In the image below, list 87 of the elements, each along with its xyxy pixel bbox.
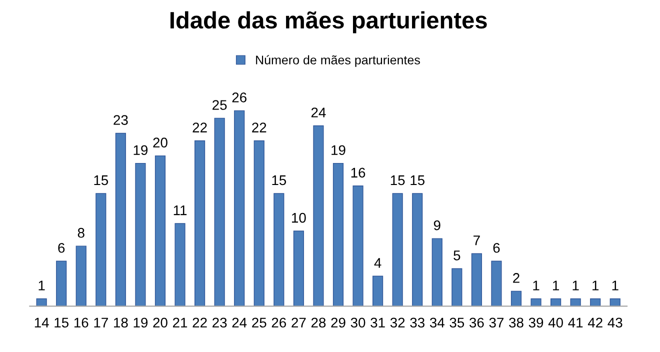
data-label: 20 (153, 138, 168, 148)
data-label: 15 (94, 175, 108, 186)
x-tick-label: 39 (528, 318, 544, 328)
x-tick-label: 15 (54, 318, 68, 328)
data-label: 1 (612, 280, 618, 290)
bar (313, 125, 324, 306)
bar (412, 193, 423, 306)
x-tick-label: 36 (469, 318, 484, 328)
x-tick-label: 42 (588, 318, 602, 328)
data-label: 4 (374, 258, 382, 268)
data-label: 9 (434, 220, 440, 230)
data-label: 15 (410, 175, 424, 186)
data-label: 22 (192, 122, 207, 132)
bar (372, 276, 384, 306)
bar (154, 155, 166, 306)
x-tick-label: 32 (390, 318, 405, 328)
chart-title: Idade das mães parturientes (170, 11, 487, 34)
x-tick-label: 21 (172, 318, 188, 328)
data-label: 1 (38, 280, 45, 290)
data-label: 26 (232, 92, 246, 102)
legend-label: Número de mães parturientes (256, 55, 420, 67)
data-label: 6 (58, 242, 65, 253)
bar (452, 268, 462, 306)
x-tick-label: 31 (370, 318, 385, 328)
x-tick-label: 34 (430, 318, 444, 328)
data-label: 19 (332, 145, 346, 156)
x-tick-label: 37 (489, 318, 504, 328)
bar (254, 140, 264, 306)
data-label: 1 (533, 280, 540, 290)
data-label: 5 (454, 250, 460, 260)
bar (214, 118, 225, 306)
x-tick-label: 28 (311, 318, 326, 328)
x-tick-label: 26 (272, 318, 286, 328)
x-tick-label: 22 (192, 318, 207, 328)
data-label: 8 (78, 228, 84, 238)
bar (135, 162, 146, 306)
bar (293, 230, 304, 306)
bar (234, 110, 245, 306)
bar (471, 253, 482, 306)
bar (530, 298, 542, 306)
data-label: 23 (114, 115, 128, 125)
bar (392, 193, 403, 306)
x-tick-label: 16 (74, 318, 88, 328)
x-tick-label: 43 (608, 318, 622, 328)
data-label: 22 (252, 122, 266, 132)
bar (432, 238, 442, 306)
x-tick-label: 38 (509, 318, 524, 328)
data-label: 2 (513, 273, 520, 283)
x-tick-label: 24 (232, 318, 247, 328)
bar (174, 223, 186, 306)
x-tick-label: 25 (252, 318, 266, 328)
bar (115, 132, 126, 306)
data-label: 25 (212, 100, 227, 110)
bar (274, 193, 284, 306)
data-label: 6 (493, 242, 500, 253)
data-label: 1 (552, 280, 559, 290)
data-label: 10 (292, 212, 306, 223)
x-tick-label: 29 (331, 318, 346, 328)
data-label: 24 (311, 108, 326, 118)
x-tick-label: 14 (34, 318, 49, 328)
x-tick-label: 19 (134, 318, 148, 328)
data-label: 19 (134, 145, 148, 156)
x-tick-label: 23 (212, 318, 227, 328)
x-tick-label: 35 (450, 318, 464, 328)
bar (491, 260, 502, 306)
bar (56, 260, 67, 306)
data-label: 1 (592, 280, 599, 290)
x-tick-label: 20 (153, 318, 168, 328)
data-label: 7 (474, 236, 480, 246)
bar (352, 186, 364, 306)
data-label: 1 (572, 280, 579, 290)
data-label: 16 (351, 168, 366, 178)
x-tick-label: 30 (350, 318, 366, 328)
x-tick-label: 17 (94, 318, 108, 328)
x-tick-label: 27 (292, 318, 306, 328)
x-tick-label: 18 (114, 318, 128, 328)
bar (194, 140, 206, 306)
data-label: 11 (174, 206, 187, 216)
data-label: 15 (390, 175, 405, 186)
bar (510, 290, 522, 306)
bar (96, 193, 106, 306)
data-label: 15 (272, 175, 286, 186)
x-tick-label: 33 (410, 318, 424, 328)
bar (76, 246, 86, 306)
x-tick-label: 41 (568, 318, 583, 328)
x-tick-label: 40 (548, 318, 563, 328)
bar (332, 162, 344, 306)
